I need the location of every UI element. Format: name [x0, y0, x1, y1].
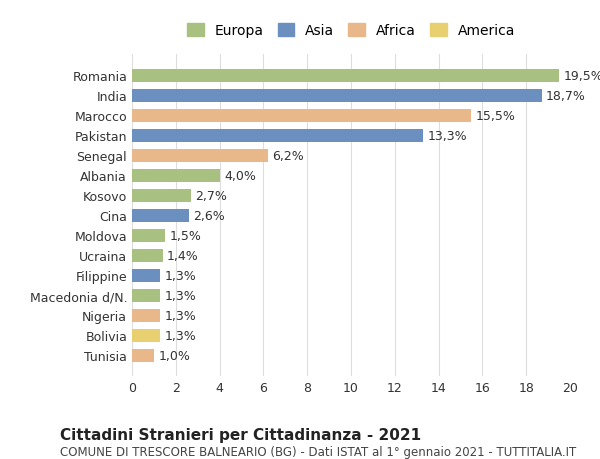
Bar: [132, 289, 160, 302]
Bar: [132, 189, 191, 202]
Text: 1,3%: 1,3%: [165, 309, 197, 322]
Text: 1,3%: 1,3%: [165, 289, 197, 302]
Bar: [132, 150, 268, 162]
Bar: [132, 329, 160, 342]
Bar: [132, 309, 160, 322]
Bar: [132, 169, 220, 182]
Text: 1,5%: 1,5%: [169, 229, 201, 242]
Text: 1,0%: 1,0%: [158, 349, 190, 362]
Text: 19,5%: 19,5%: [563, 70, 600, 83]
Legend: Europa, Asia, Africa, America: Europa, Asia, Africa, America: [183, 20, 519, 43]
Bar: [132, 269, 160, 282]
Text: 1,4%: 1,4%: [167, 249, 199, 262]
Bar: [132, 129, 423, 142]
Bar: [132, 110, 472, 123]
Text: 13,3%: 13,3%: [428, 129, 467, 142]
Text: 6,2%: 6,2%: [272, 150, 304, 162]
Bar: [132, 70, 559, 83]
Bar: [132, 90, 542, 102]
Bar: [132, 209, 189, 222]
Bar: [132, 349, 154, 362]
Text: COMUNE DI TRESCORE BALNEARIO (BG) - Dati ISTAT al 1° gennaio 2021 - TUTTITALIA.I: COMUNE DI TRESCORE BALNEARIO (BG) - Dati…: [60, 445, 576, 458]
Text: Cittadini Stranieri per Cittadinanza - 2021: Cittadini Stranieri per Cittadinanza - 2…: [60, 427, 421, 442]
Bar: [132, 229, 165, 242]
Text: 15,5%: 15,5%: [476, 110, 516, 123]
Text: 1,3%: 1,3%: [165, 329, 197, 342]
Text: 18,7%: 18,7%: [546, 90, 586, 103]
Text: 1,3%: 1,3%: [165, 269, 197, 282]
Bar: [132, 249, 163, 262]
Text: 2,7%: 2,7%: [196, 189, 227, 202]
Text: 4,0%: 4,0%: [224, 169, 256, 182]
Text: 2,6%: 2,6%: [193, 209, 225, 222]
